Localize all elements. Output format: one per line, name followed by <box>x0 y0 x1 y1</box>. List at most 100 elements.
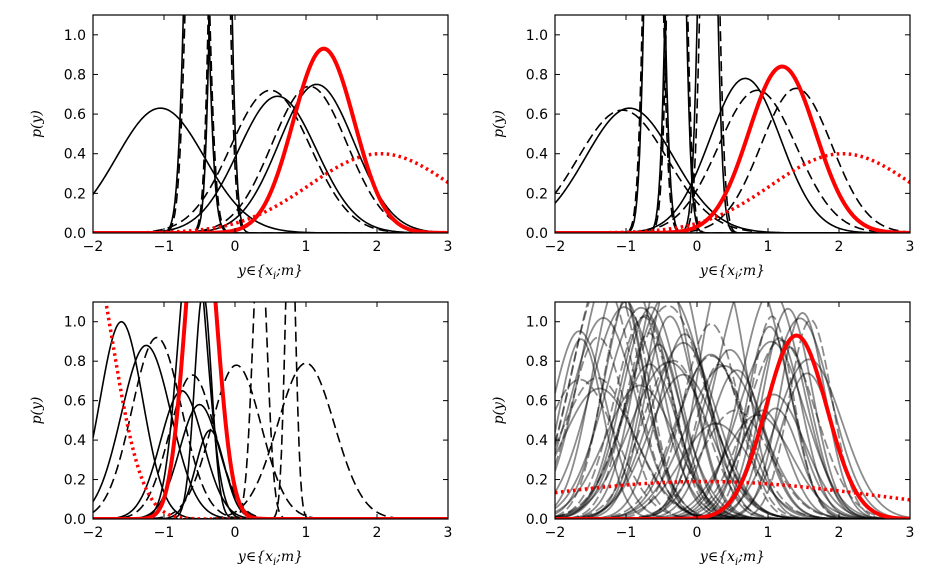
ensemble-curve <box>555 302 910 519</box>
series-posterior <box>93 46 448 233</box>
ensemble-curve <box>555 358 910 519</box>
ensemble-curve <box>555 302 910 519</box>
plot-area <box>93 15 448 233</box>
series-solid-3 <box>93 302 448 519</box>
series-posterior <box>555 64 910 233</box>
y-tick-label: 1.0 <box>64 28 86 44</box>
y-tick-label: 0.2 <box>526 473 548 489</box>
x-tick-label: −2 <box>545 239 566 255</box>
y-tick-label: 1.0 <box>526 315 548 331</box>
x-tick-label: 1 <box>764 239 773 255</box>
axes-frame <box>554 301 911 520</box>
y-tick-label: 1.0 <box>64 315 86 331</box>
series-solid-1 <box>555 107 910 233</box>
x-tick-label: 2 <box>373 525 382 541</box>
ensemble-curve <box>555 304 910 519</box>
x-tick-label: 3 <box>444 525 453 541</box>
axes-frame <box>554 14 911 234</box>
ensemble-curve <box>555 333 910 519</box>
ensemble-curve <box>555 361 910 519</box>
ensemble-curve <box>555 355 910 519</box>
ensemble-curve <box>555 337 910 519</box>
plot-area <box>555 15 910 233</box>
ensemble-curve <box>555 336 910 519</box>
ensemble-curve <box>555 307 910 519</box>
series-dashed-6 <box>93 362 448 519</box>
y-tick-label: 0.0 <box>64 512 86 528</box>
y-tick-label: 0.0 <box>526 512 548 528</box>
ensemble-curve <box>555 312 910 519</box>
x-tick-label: 3 <box>906 239 915 255</box>
x-tick-label: 0 <box>693 525 702 541</box>
series-solid-3 <box>93 15 448 233</box>
y-tick-label: 0.6 <box>64 107 86 123</box>
y-tick-label: 0.2 <box>526 186 548 202</box>
series-prior <box>104 302 448 519</box>
ensemble-curve <box>555 316 910 519</box>
series-prior <box>555 151 910 233</box>
ensemble-curve <box>555 373 910 519</box>
x-tick-label: 2 <box>835 525 844 541</box>
ensemble-curve <box>555 314 910 519</box>
y-tick-label: 0.2 <box>64 473 86 489</box>
x-tick-label: −1 <box>616 525 637 541</box>
y-tick-label: 0.4 <box>64 433 86 449</box>
y-tick-label: 1.0 <box>526 28 548 44</box>
ensemble-curve <box>555 339 910 519</box>
series-solid-2 <box>93 15 448 233</box>
x-tick-label: 2 <box>835 239 844 255</box>
panel-top-right: −2 −1 0 1 2 3 0.0 0.2 0.4 0.6 0.8 1.0 y∈{xi;m} p(y) <box>491 14 915 282</box>
ensemble-curve <box>555 384 910 519</box>
y-axis-label: p(y) <box>29 397 45 425</box>
y-tick-label: 0.6 <box>526 107 548 123</box>
ensemble-curve <box>555 302 910 519</box>
series-dashed-4 <box>93 15 448 233</box>
ensemble-curve <box>555 306 910 519</box>
y-tick-label: 0.4 <box>526 433 548 449</box>
y-tick-label: 0.8 <box>526 67 548 83</box>
y-tick-label: 0.4 <box>64 147 86 163</box>
x-axis-label: y∈{xi;m} <box>699 549 765 568</box>
x-tick-label: −2 <box>545 525 566 541</box>
axes-frame <box>92 14 449 234</box>
ensemble-curve <box>555 338 910 519</box>
x-tick-label: 0 <box>231 525 240 541</box>
series-dashed-3 <box>93 364 448 519</box>
x-tick-label: 0 <box>693 239 702 255</box>
series-solid-1 <box>93 320 448 519</box>
x-tick-label: 3 <box>906 525 915 541</box>
series-dashed-5 <box>555 89 910 233</box>
series-dashed-3 <box>93 15 448 233</box>
y-axis-label: p(y) <box>491 110 507 138</box>
series-dashed-1 <box>555 109 910 233</box>
series-solid-1 <box>93 107 448 233</box>
x-tick-label: 0 <box>231 239 240 255</box>
series-prior <box>93 151 448 233</box>
y-tick-label: 0.8 <box>526 354 548 370</box>
y-tick-label: 0.6 <box>526 394 548 410</box>
y-axis-label: p(y) <box>29 110 45 138</box>
x-tick-label: 2 <box>373 239 382 255</box>
y-tick-label: 0.0 <box>64 226 86 242</box>
panel-top-left: −2 −1 0 1 2 3 0.0 0.2 0.4 0.6 0.8 1.0 y∈{xi;m} p(y) <box>29 14 453 282</box>
ensemble-curve <box>555 315 910 519</box>
x-tick-label: 1 <box>764 525 773 541</box>
panel-bottom-right: −2 −1 0 1 2 3 0.0 0.2 0.4 0.6 0.8 1.0 y∈{xi;m} p(y) <box>491 301 915 568</box>
ensemble-curve <box>555 302 910 519</box>
x-axis-label: y∈{xi;m} <box>237 263 303 282</box>
x-axis-label: y∈{xi;m} <box>237 549 303 568</box>
y-axis-label: p(y) <box>491 397 507 425</box>
x-tick-label: −2 <box>83 239 104 255</box>
ensemble-curve <box>555 363 910 519</box>
ensemble-curve <box>555 315 910 519</box>
y-tick-label: 0.6 <box>64 394 86 410</box>
ensemble-curve <box>555 306 910 519</box>
x-tick-label: 3 <box>444 239 453 255</box>
ensemble-curve <box>555 330 910 519</box>
series-dashed-6 <box>555 87 910 233</box>
y-tick-label: 0.4 <box>526 147 548 163</box>
series-dashed-1 <box>93 336 448 519</box>
series-posterior <box>555 333 910 519</box>
axes-frame <box>92 301 449 520</box>
